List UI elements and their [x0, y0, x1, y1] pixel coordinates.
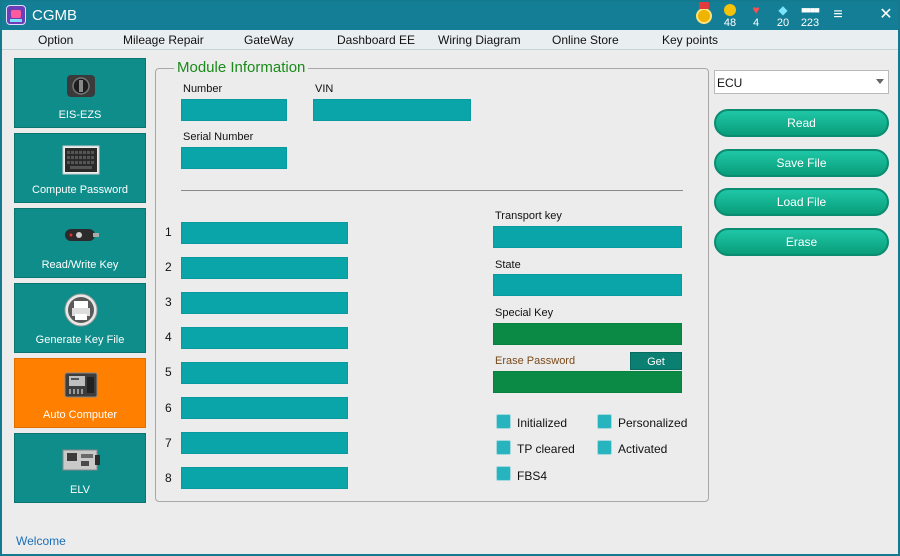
- menu-gateway[interactable]: GateWay: [244, 33, 294, 47]
- special-key-field[interactable]: [493, 323, 682, 345]
- erase-password-label: Erase Password: [495, 355, 576, 367]
- activated-label: Activated: [618, 442, 668, 456]
- special-key-label: Special Key: [495, 307, 554, 319]
- nav-tile-eis-ezs[interactable]: EIS-EZS: [14, 58, 146, 128]
- keyboard-icon: [62, 145, 100, 175]
- nav-tile-elv[interactable]: ELV: [14, 433, 146, 503]
- load-file-button[interactable]: Load File: [714, 188, 889, 216]
- module-information-title: Module Information: [174, 59, 309, 76]
- gold-coin-stat[interactable]: 48: [715, 4, 745, 29]
- data-row-field[interactable]: [181, 327, 348, 349]
- medal-icon[interactable]: [696, 2, 712, 24]
- data-row-field[interactable]: [181, 397, 348, 419]
- menu-online-store[interactable]: Online Store: [552, 33, 619, 47]
- data-row-field[interactable]: [181, 292, 348, 314]
- diamond-count: 20: [776, 17, 790, 29]
- chip-icon: ■■■■: [801, 5, 820, 15]
- heart-stat[interactable]: ♥ 4: [741, 4, 771, 29]
- row-number: 7: [165, 436, 172, 450]
- ecu-module-icon: [64, 372, 98, 398]
- state-label: State: [495, 259, 521, 271]
- vin-label: VIN: [315, 83, 334, 95]
- module-type-select[interactable]: ECU: [714, 70, 889, 94]
- personalized-checkbox[interactable]: [597, 414, 612, 429]
- transport-key-field[interactable]: [493, 226, 682, 248]
- gold-coin-icon: [715, 4, 745, 16]
- number-label: Number: [183, 83, 223, 95]
- row-number: 3: [165, 295, 172, 309]
- nav-tile-read-write-key[interactable]: Read/Write Key: [14, 208, 146, 278]
- car-key-icon: [65, 229, 99, 241]
- chip-stat[interactable]: ■■■■ 223: [795, 4, 825, 29]
- state-field[interactable]: [493, 274, 682, 296]
- status-text: Welcome: [16, 534, 66, 548]
- fbs4-label: FBS4: [517, 469, 548, 483]
- initialized-label: Initialized: [517, 416, 568, 430]
- row-number: 2: [165, 260, 172, 274]
- row-number: 8: [165, 471, 172, 485]
- printer-icon: [64, 293, 98, 327]
- erase-button[interactable]: Erase: [714, 228, 889, 256]
- menu-dashboard-ee[interactable]: Dashboard EE: [337, 33, 416, 47]
- number-field[interactable]: [181, 99, 287, 121]
- nav-label-read-write-key: Read/Write Key: [41, 259, 119, 271]
- chevron-down-icon: [876, 79, 884, 84]
- data-row-field[interactable]: [181, 362, 348, 384]
- activated-checkbox[interactable]: [597, 440, 612, 455]
- fbs4-checkbox[interactable]: [496, 466, 511, 481]
- data-row-field[interactable]: [181, 222, 348, 244]
- tp-cleared-label: TP cleared: [517, 442, 575, 456]
- gold-coin-count: 48: [723, 17, 737, 29]
- close-icon[interactable]: ✕: [879, 6, 893, 23]
- nav-label-compute-password: Compute Password: [32, 184, 128, 196]
- serial-number-label: Serial Number: [183, 131, 254, 143]
- circuit-board-icon: [62, 449, 100, 471]
- menu-key-points[interactable]: Key points: [662, 33, 719, 47]
- menu-mileage-repair[interactable]: Mileage Repair: [123, 33, 204, 47]
- save-file-button[interactable]: Save File: [714, 149, 889, 177]
- menu-option[interactable]: Option: [38, 33, 74, 47]
- read-button[interactable]: Read: [714, 109, 889, 137]
- nav-tile-compute-password[interactable]: Compute Password: [14, 133, 146, 203]
- ignition-switch-icon: [67, 75, 95, 97]
- row-number: 5: [165, 365, 172, 379]
- vin-field[interactable]: [313, 99, 471, 121]
- chip-count: 223: [800, 17, 820, 29]
- nav-tile-auto-computer[interactable]: Auto Computer: [14, 358, 146, 428]
- menu-bar: Option Mileage Repair GateWay Dashboard …: [2, 30, 898, 50]
- nav-tile-generate-key-file[interactable]: Generate Key File: [14, 283, 146, 353]
- initialized-checkbox[interactable]: [496, 414, 511, 429]
- nav-label-generate-key-file: Generate Key File: [35, 334, 125, 346]
- row-number: 4: [165, 330, 172, 344]
- heart-count: 4: [752, 17, 760, 29]
- module-type-value: ECU: [717, 76, 743, 90]
- nav-label-eis-ezs: EIS-EZS: [58, 109, 102, 121]
- app-title: CGMB: [32, 7, 77, 24]
- row-number: 6: [165, 401, 172, 415]
- transport-key-label: Transport key: [495, 210, 562, 222]
- tp-cleared-checkbox[interactable]: [496, 440, 511, 455]
- heart-icon: ♥: [752, 3, 760, 17]
- personalized-label: Personalized: [618, 416, 688, 430]
- app-logo-icon: [6, 5, 26, 25]
- erase-password-field[interactable]: [493, 371, 682, 393]
- section-divider: [181, 190, 683, 191]
- get-button[interactable]: Get: [630, 352, 682, 370]
- hamburger-menu-icon[interactable]: ≡: [833, 6, 843, 23]
- data-row-field[interactable]: [181, 467, 348, 489]
- serial-number-field[interactable]: [181, 147, 287, 169]
- row-number: 1: [165, 225, 172, 239]
- data-row-field[interactable]: [181, 432, 348, 454]
- menu-wiring-diagram[interactable]: Wiring Diagram: [438, 33, 521, 47]
- data-row-field[interactable]: [181, 257, 348, 279]
- title-bar: CGMB 48 ♥ 4 ◆ 20 ■■■■ 223 ≡ ✕: [2, 2, 898, 30]
- diamond-stat[interactable]: ◆ 20: [768, 4, 798, 29]
- nav-label-elv: ELV: [70, 484, 90, 496]
- nav-label-auto-computer: Auto Computer: [43, 409, 117, 421]
- diamond-icon: ◆: [778, 3, 788, 17]
